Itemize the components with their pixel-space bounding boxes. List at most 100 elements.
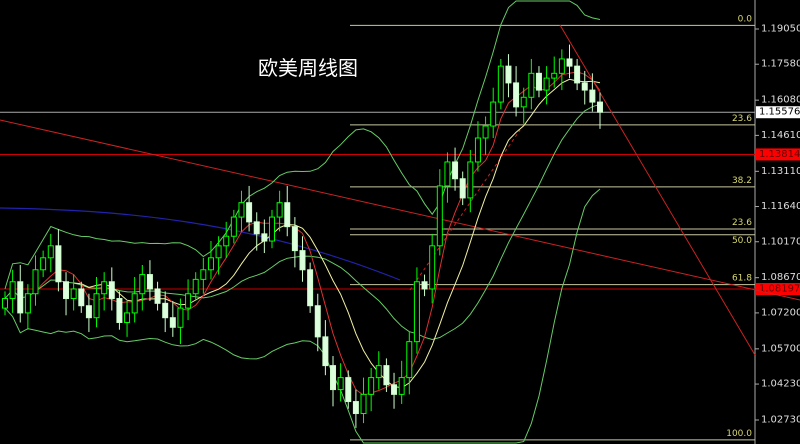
candle-down — [162, 302, 169, 319]
y-tick-label: 1.04230 — [761, 379, 800, 390]
ma-5-line — [35, 71, 601, 396]
candle-up — [528, 72, 535, 98]
fib-level-label: 50.0 — [732, 236, 752, 246]
y-tick-label: 1.13110 — [761, 166, 800, 177]
fib-level-label: 0.0 — [738, 14, 753, 24]
candle-up — [24, 293, 31, 314]
candle-up — [337, 377, 344, 391]
candle-up — [436, 185, 443, 247]
candle-up — [406, 341, 413, 379]
candle-up — [474, 137, 481, 163]
candle-down — [581, 82, 588, 91]
bollinger-upper — [4, 0, 601, 290]
fib-level-label: 23.6 — [732, 114, 752, 124]
marked-level-badge — [756, 148, 800, 161]
candle-up — [47, 245, 54, 259]
candle-up — [497, 65, 504, 103]
chart-title: 欧美周线图 — [258, 56, 358, 80]
candle-up — [124, 312, 131, 323]
candle-up — [276, 202, 283, 218]
candle-down — [284, 202, 291, 228]
trend-line — [0, 119, 800, 301]
candle-down — [169, 317, 176, 328]
candle-up — [70, 288, 77, 300]
candle-down — [291, 226, 298, 252]
candle-up — [40, 257, 47, 271]
candle-down — [63, 281, 70, 300]
candle-down — [253, 221, 260, 235]
candle-up — [223, 235, 230, 247]
candle-down — [513, 82, 520, 108]
candle-up — [215, 245, 222, 259]
long-ma-line — [0, 207, 401, 281]
candle-up — [520, 96, 527, 108]
fib-level-label: 23.6 — [732, 218, 752, 228]
y-tick-label: 1.16080 — [761, 95, 800, 106]
candle-up — [360, 393, 367, 415]
candle-up — [230, 216, 237, 237]
y-tick-label: 1.11640 — [761, 201, 800, 212]
candle-down — [383, 365, 390, 386]
candle-down — [505, 65, 512, 84]
y-tick-label: 1.05700 — [761, 343, 800, 354]
candle-up — [93, 293, 100, 319]
candle-up — [482, 125, 489, 139]
candle-down — [154, 288, 161, 304]
trend-line-dashed — [409, 129, 521, 291]
candle-up — [543, 77, 550, 91]
fib-level-label: 61.8 — [732, 274, 752, 284]
candle-down — [391, 384, 398, 395]
candle-down — [299, 250, 306, 271]
current-price-label: 1.15576 — [759, 107, 800, 118]
candle-up — [398, 377, 405, 395]
candle-up — [268, 216, 275, 242]
y-tick-label: 1.14610 — [761, 130, 800, 141]
candle-down — [589, 89, 596, 103]
candle-up — [177, 307, 184, 328]
candle-down — [597, 101, 603, 113]
candle-up — [139, 274, 146, 295]
candle-down — [116, 298, 123, 323]
candle-up — [558, 58, 565, 74]
candle-down — [459, 178, 466, 199]
candle-down — [78, 288, 85, 307]
y-tick-label: 1.10170 — [761, 236, 800, 247]
candle-down — [322, 336, 329, 367]
candle-down — [314, 305, 321, 338]
y-tick-label: 1.07200 — [761, 307, 800, 318]
candle-up — [32, 269, 39, 295]
candle-up — [444, 161, 451, 187]
fib-level-label: 38.2 — [732, 176, 752, 186]
marked-level-label: 1.08197 — [759, 284, 800, 295]
candle-up — [368, 377, 375, 395]
marked-level-label: 1.13814 — [759, 149, 800, 160]
candle-down — [307, 269, 314, 307]
candle-up — [490, 101, 497, 127]
y-tick-label: 1.08670 — [761, 272, 800, 283]
candle-down — [146, 274, 153, 290]
y-tick-label: 1.19050 — [761, 24, 800, 35]
candle-up — [185, 293, 192, 309]
candle-up — [375, 365, 382, 379]
candle-down — [261, 233, 268, 242]
candle-down — [345, 377, 352, 403]
candle-up — [551, 72, 558, 79]
marked-level-badge — [756, 283, 800, 296]
candle-down — [330, 365, 337, 391]
y-tick-label: 1.17580 — [761, 59, 800, 70]
candle-down — [421, 281, 428, 290]
candle-down — [574, 65, 581, 84]
current-price-badge — [756, 106, 800, 119]
candle-up — [131, 293, 138, 314]
candle-up — [2, 298, 8, 309]
candle-down — [535, 72, 542, 91]
candle-up — [207, 257, 214, 271]
candle-up — [200, 269, 207, 280]
fib-level-label: 100.0 — [726, 429, 752, 439]
candle-down — [17, 281, 24, 314]
ma-10-line — [73, 78, 601, 389]
candle-down — [108, 281, 115, 300]
candle-down — [85, 305, 92, 319]
